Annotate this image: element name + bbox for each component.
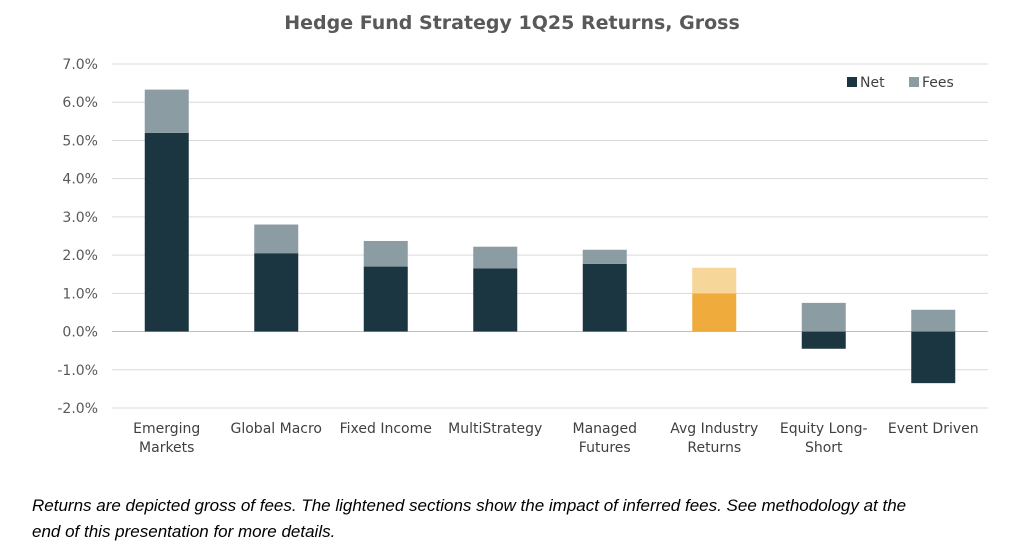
legend: Net Fees xyxy=(847,75,954,91)
legend-fees-label: Fees xyxy=(922,75,954,91)
x-category-label: Avg Industry xyxy=(670,421,758,437)
x-category-label: Markets xyxy=(139,440,194,456)
bar-fees xyxy=(473,246,518,269)
bar-chart: 7.0% 6.0% 5.0% 4.0% 3.0% 2.0% 1.0% 0.0% -1.0% -2.… xyxy=(57,57,988,456)
bar-fees xyxy=(911,309,956,332)
y-tick-label: 1.0% xyxy=(62,286,98,302)
x-category-label: Global Macro xyxy=(231,421,322,437)
bar-net xyxy=(144,132,189,332)
bar-fees xyxy=(144,89,189,133)
footnote-line-2: end of this presentation for more detail… xyxy=(32,522,336,541)
bar-fees xyxy=(582,249,627,264)
bars xyxy=(144,89,956,384)
x-category-label: MultiStrategy xyxy=(448,421,542,437)
y-tick-label: 3.0% xyxy=(62,210,98,226)
legend-fees-swatch xyxy=(909,77,919,87)
bar-net xyxy=(911,331,956,384)
y-tick-label: 0.0% xyxy=(62,325,98,341)
x-category-label: Returns xyxy=(687,440,741,456)
x-category-label: Equity Long- xyxy=(780,421,868,437)
x-category-label: Managed xyxy=(573,421,638,437)
gridlines xyxy=(112,63,988,409)
footnote: Returns are depicted gross of fees. The … xyxy=(32,493,1012,545)
bar-net xyxy=(692,293,737,332)
bar-fees xyxy=(254,224,299,254)
bar-fees xyxy=(692,267,737,294)
bar-fees xyxy=(801,302,846,332)
y-tick-label: 5.0% xyxy=(62,133,98,149)
bar-net xyxy=(582,263,627,332)
y-tick-label: -1.0% xyxy=(57,363,98,379)
bar-net xyxy=(363,266,408,332)
x-category-label: Fixed Income xyxy=(340,421,432,437)
y-tick-label: 6.0% xyxy=(62,95,98,111)
bar-net xyxy=(801,331,846,349)
y-tick-label: 4.0% xyxy=(62,172,98,188)
bar-fees xyxy=(363,240,408,267)
y-tick-label: 7.0% xyxy=(62,57,98,73)
y-tick-label: -2.0% xyxy=(57,401,98,417)
x-category-label: Short xyxy=(805,440,843,456)
bar-net xyxy=(473,268,518,332)
footnote-line-1: Returns are depicted gross of fees. The … xyxy=(32,496,907,515)
legend-net-label: Net xyxy=(860,75,885,91)
x-category-label: Emerging xyxy=(133,421,200,437)
chart-title: Hedge Fund Strategy 1Q25 Returns, Gross xyxy=(284,12,740,34)
y-tick-label: 2.0% xyxy=(62,248,98,264)
x-category-label: Futures xyxy=(579,440,631,456)
x-category-label: Event Driven xyxy=(888,421,979,437)
bar-net xyxy=(254,253,299,332)
x-axis-categories: Emerging Markets Global Macro Fixed Income M… xyxy=(133,421,978,456)
y-axis-ticks: 7.0% 6.0% 5.0% 4.0% 3.0% 2.0% 1.0% 0.0% -1.0% -2.… xyxy=(57,57,98,417)
legend-net-swatch xyxy=(847,77,857,87)
